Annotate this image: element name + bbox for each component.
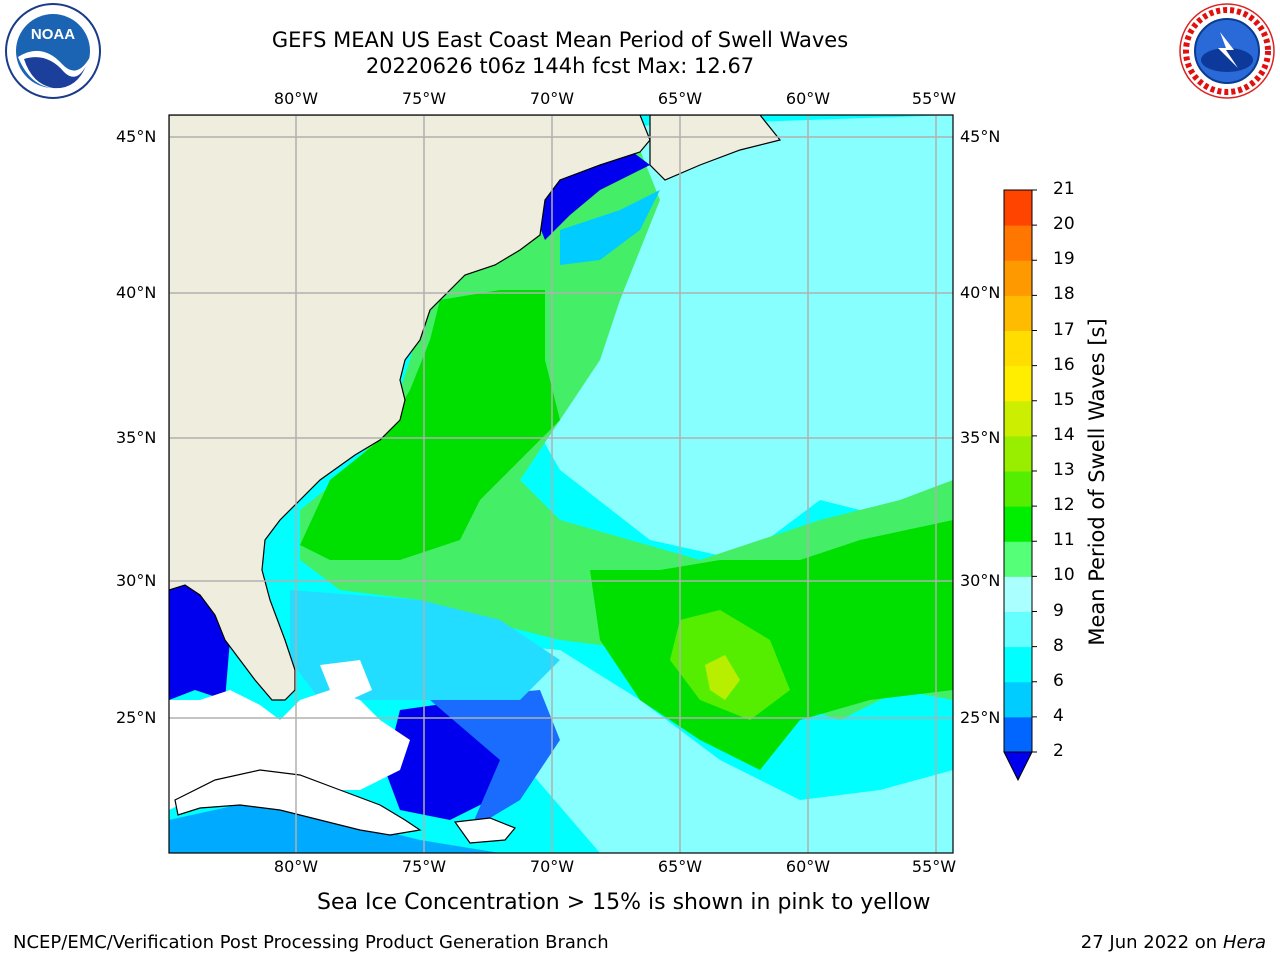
colorbar-segment: [1004, 716, 1032, 753]
colorbar-segment: [1004, 506, 1032, 542]
lon-label-top: 70°W: [529, 89, 575, 108]
colorbar-tick-label: 15: [1053, 389, 1075, 410]
no-data-bahamas: [320, 660, 372, 700]
nws-logo: [1179, 3, 1275, 99]
colorbar-tick-label: 11: [1053, 530, 1075, 551]
contour-12-13: [705, 655, 740, 700]
colorbar-segment: [1004, 190, 1032, 226]
lat-label-right: 45°N: [960, 127, 1001, 146]
lat-label-left: 25°N: [116, 708, 157, 727]
colorbar-tick-label: 19: [1053, 249, 1075, 270]
lat-label-left: 30°N: [116, 571, 157, 590]
lat-label-right: 30°N: [960, 571, 1001, 590]
contour-10-11: [300, 290, 560, 560]
colorbar-tick-label: 4: [1053, 705, 1064, 726]
map-title: GEFS MEAN US East Coast Mean Period of S…: [271, 28, 849, 52]
colorbar-segment: [1004, 576, 1032, 612]
lon-label-top: 60°W: [785, 89, 831, 108]
land-nova-scotia: [649, 115, 782, 181]
noaa-logo: NOAA: [5, 3, 101, 99]
lat-label-right: 35°N: [960, 428, 1001, 447]
lon-label-top: 65°W: [657, 89, 703, 108]
colorbar-tick-label: 20: [1053, 214, 1075, 235]
footer-date-text: 27 Jun 2022 on: [1080, 932, 1218, 953]
lon-label-bottom: 55°W: [911, 857, 957, 876]
colorbar-tick-label: 18: [1053, 284, 1075, 305]
lon-label-bottom: 80°W: [273, 857, 319, 876]
colorbar-segment: [1004, 471, 1032, 507]
footer-date: 27 Jun 2022 on Hera: [1081, 932, 1266, 953]
lat-label-right: 25°N: [960, 708, 1001, 727]
lat-label-left: 45°N: [116, 127, 157, 146]
lon-label-top: 55°W: [911, 89, 957, 108]
colorbar-segment: [1004, 646, 1032, 683]
contour-4-6-north: [560, 190, 660, 265]
land-cuba: [174, 769, 422, 836]
colorbar-tick-label: 13: [1053, 460, 1075, 480]
contour-2-6-caribbean: [169, 800, 500, 853]
colorbar-tick-label: 21: [1053, 179, 1075, 199]
lat-label-left: 40°N: [116, 283, 157, 302]
lon-label-top: 80°W: [273, 89, 319, 108]
lon-label-top: 75°W: [401, 89, 447, 108]
sea-ice-caption: Sea Ice Concentration > 15% is shown in …: [317, 890, 931, 915]
colorbar-segment: [1004, 365, 1032, 402]
colorbar-tick-label: 2: [1053, 741, 1064, 761]
lon-label-bottom: 75°W: [401, 857, 447, 876]
colorbar-tick-label: 16: [1053, 354, 1075, 375]
noaa-logo-text: NOAA: [31, 26, 75, 43]
colorbar-segment: [1004, 400, 1032, 437]
lon-label-bottom: 60°W: [785, 857, 831, 876]
contour-4-6-bahamas: [430, 690, 560, 830]
lat-label-right: 40°N: [960, 283, 1001, 302]
graticule: [169, 115, 953, 853]
colorbar-tick-label: 17: [1053, 319, 1075, 340]
colorbar-segment: [1004, 330, 1032, 367]
footer-system: Hera: [1222, 932, 1266, 953]
lon-label-bottom: 65°W: [657, 857, 703, 876]
lat-label-left: 35°N: [116, 428, 157, 447]
colorbar-segment: [1004, 295, 1032, 331]
land-hispaniola: [453, 817, 516, 844]
colorbar-tick-label: 14: [1053, 424, 1075, 445]
colorbar-tick-label: 12: [1053, 495, 1075, 516]
map-frame: [168, 114, 954, 854]
map-subtitle: 20220626 t06z 144h fcst Max: 12.67: [365, 54, 755, 78]
lon-label-bottom: 70°W: [529, 857, 575, 876]
land-us-east-coast: [169, 115, 651, 701]
colorbar-segment: [1004, 435, 1032, 472]
colorbar-segment: [1004, 541, 1032, 577]
contour-8-9-south: [440, 640, 953, 853]
colorbar-tick-label: 10: [1053, 565, 1075, 586]
colorbar-segment: [1004, 611, 1032, 648]
colorbar-segment: [1004, 681, 1032, 718]
colorbar-tick-label: 6: [1053, 670, 1064, 691]
colorbar-label: Mean Period of Swell Waves [s]: [1085, 318, 1109, 646]
colorbar-segment: [1004, 225, 1032, 261]
colorbar-extend-arrow: [1003, 751, 1033, 782]
colorbar-tick-label: 8: [1053, 635, 1064, 656]
colorbar-segment: [1004, 260, 1032, 296]
colorbar-tick-label: 9: [1053, 600, 1064, 621]
footer-branch: NCEP/EMC/Verification Post Processing Pr…: [13, 932, 609, 953]
